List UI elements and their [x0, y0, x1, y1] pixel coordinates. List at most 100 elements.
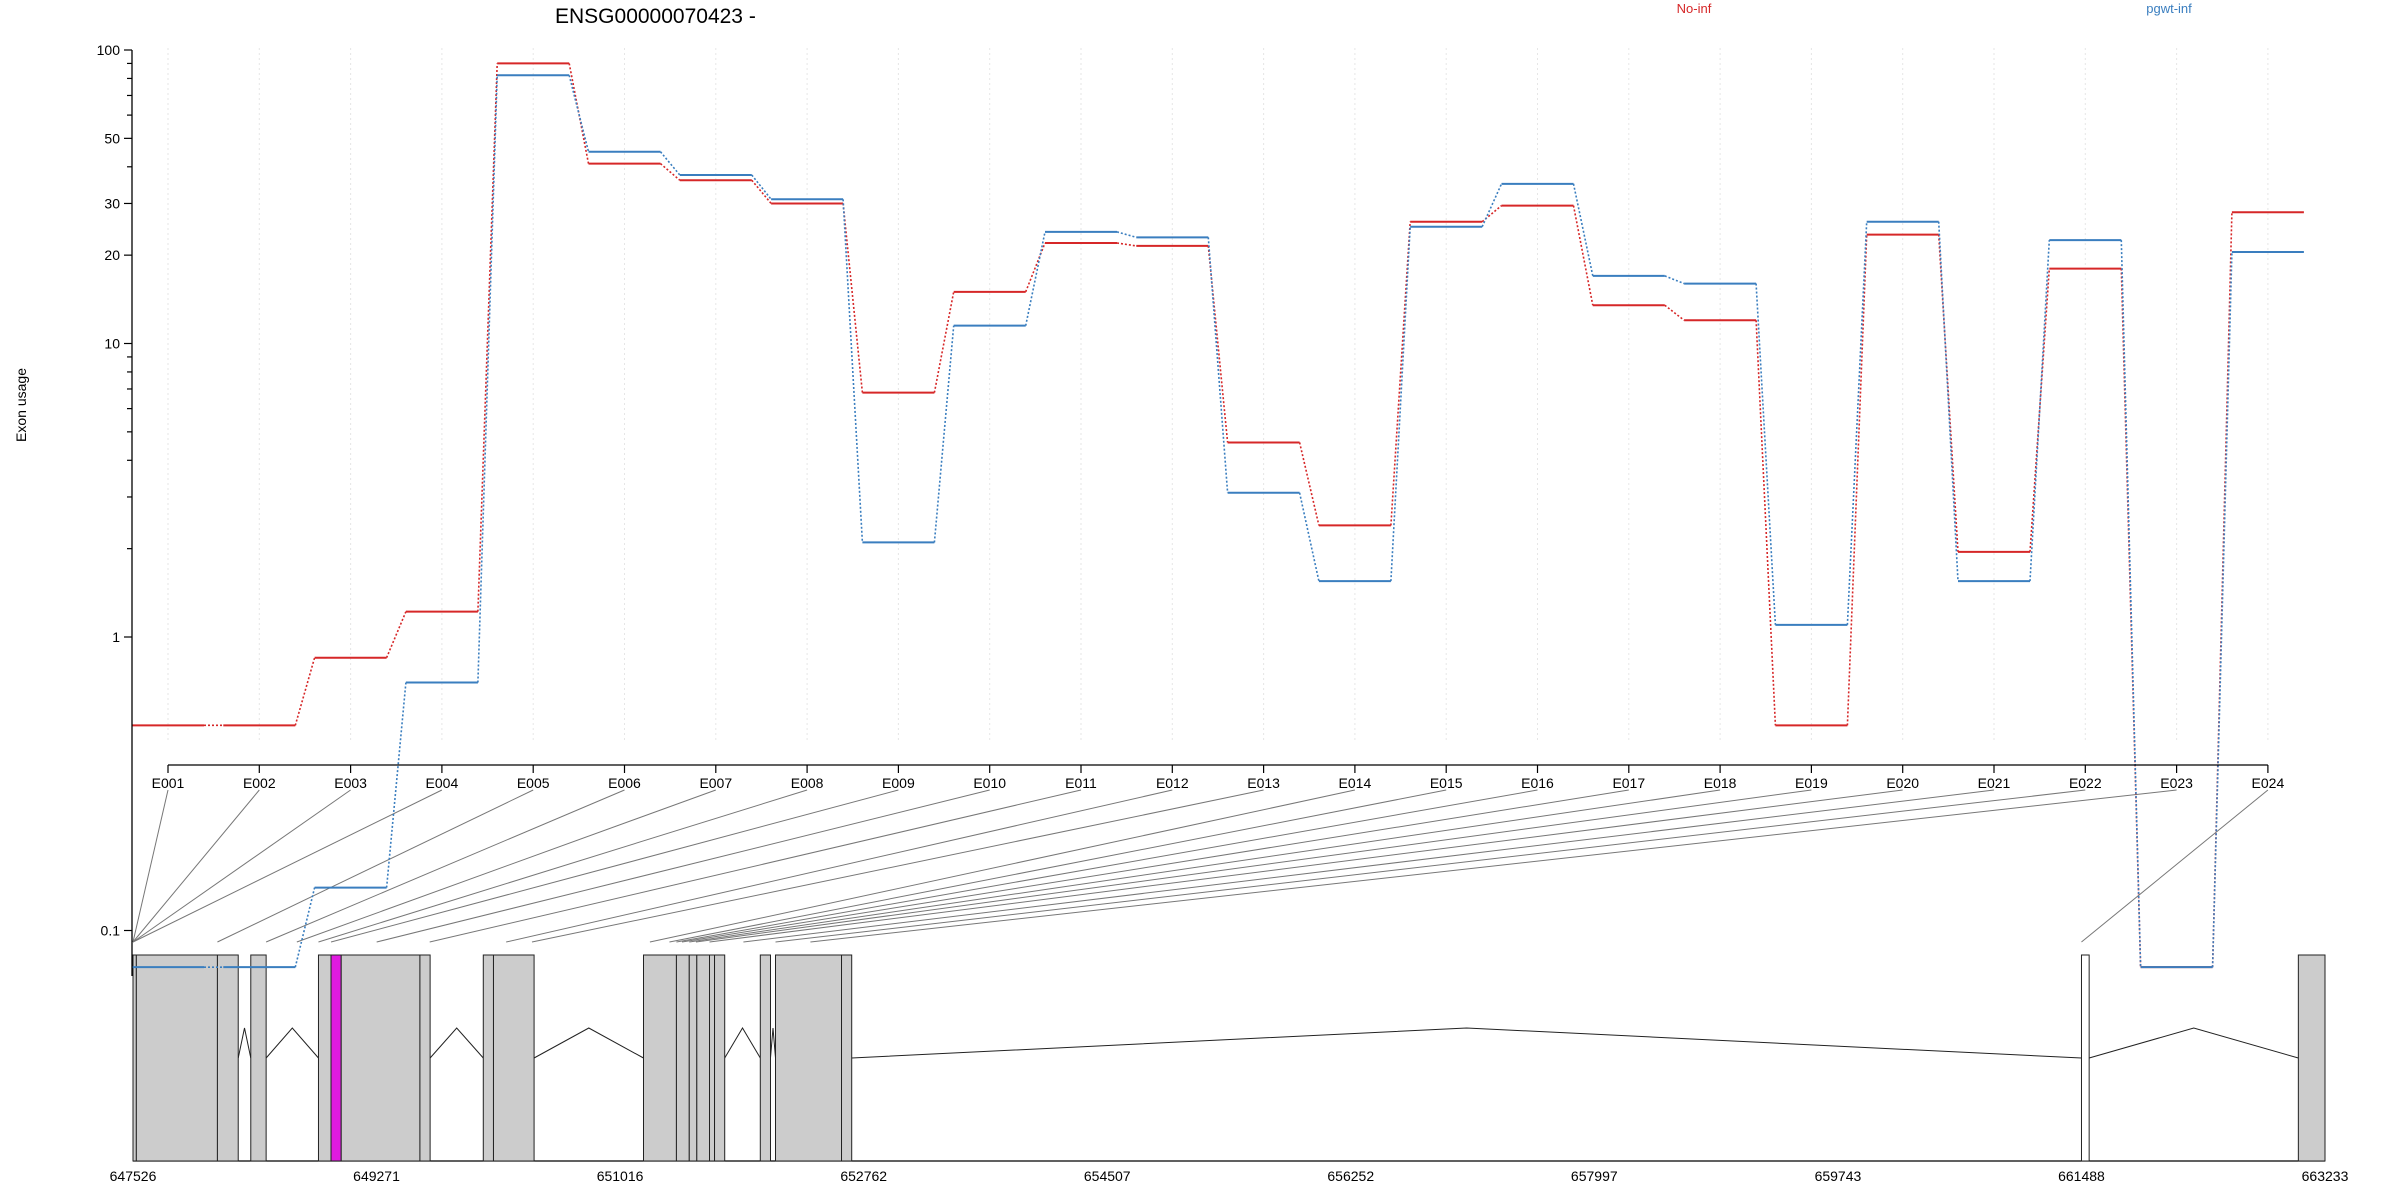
x-tick-label: E012	[1156, 775, 1189, 791]
connector-line	[1116, 231, 1137, 239]
connector-line	[1481, 204, 1503, 223]
exon-block	[492, 954, 535, 1162]
connector-line	[1937, 221, 1959, 582]
exon-block	[2080, 954, 2090, 1162]
exon-link-line	[132, 789, 169, 943]
connector-line	[1298, 442, 1320, 526]
y-tick-label: 1	[112, 629, 120, 645]
genome-tick-label: 649271	[353, 1168, 400, 1184]
exon-link-line	[296, 789, 716, 943]
x-tick-label: E010	[973, 775, 1006, 791]
exon-block	[482, 954, 494, 1162]
exon-block	[330, 954, 342, 1162]
genome-tick-label: 651016	[597, 1168, 644, 1184]
x-tick-label: E014	[1339, 775, 1372, 791]
intron-line	[533, 1027, 644, 1059]
connector-line	[933, 291, 955, 393]
y-tick-label: 0.1	[101, 923, 121, 939]
connector-line	[1298, 492, 1320, 582]
exon-link-line	[810, 789, 2177, 943]
exon-block	[317, 954, 332, 1162]
connector-line	[1024, 242, 1046, 293]
intron-line	[2089, 1027, 2299, 1059]
gene-model: 647526 649271 651016 652762 654507 656252 6579…	[110, 954, 2349, 1184]
x-tick-label: E016	[1521, 775, 1554, 791]
genome-tick-label: 657997	[1571, 1168, 1618, 1184]
connector-line	[1024, 231, 1046, 326]
exon-block	[775, 954, 843, 1162]
x-tick-label: E008	[791, 775, 824, 791]
grid-lines	[167, 48, 2269, 743]
connector-line	[933, 325, 955, 543]
exon-link-line	[649, 789, 1356, 943]
x-tick-label: E002	[243, 775, 276, 791]
exon-block	[2297, 954, 2326, 1162]
connector-line	[294, 887, 316, 968]
exon-link-line	[330, 789, 899, 943]
exon-block	[132, 954, 137, 1162]
legend-label-no-inf: No-inf	[1677, 1, 1712, 16]
intron-line	[237, 1027, 252, 1059]
exon-link-line	[531, 789, 1264, 943]
genome-tick-label: 659743	[1815, 1168, 1862, 1184]
y-tick-label: 30	[104, 195, 120, 211]
x-tick-label: E006	[608, 775, 641, 791]
connector-line	[477, 75, 498, 683]
legend-label-pgwt-inf: pgwt-inf	[2146, 1, 2192, 16]
x-tick-label: E020	[1886, 775, 1919, 791]
x-tick-label: E018	[1704, 775, 1737, 791]
connector-line	[842, 199, 864, 543]
x-tick-label: E015	[1430, 775, 1463, 791]
connector-line	[659, 163, 681, 181]
exon-link-line	[376, 789, 990, 943]
exon-block	[340, 954, 421, 1162]
connector-line	[385, 611, 407, 659]
x-tick-label: E022	[2069, 775, 2102, 791]
exon-link-line	[318, 789, 808, 943]
connector-line	[2029, 268, 2051, 552]
exon-block	[841, 954, 853, 1162]
exon-block	[759, 954, 771, 1162]
connector-line	[1846, 221, 1868, 625]
exon-link-line	[132, 789, 443, 943]
y-axis-label: Exon usage	[13, 368, 29, 442]
exon-link-line	[217, 789, 534, 943]
exon-link-line	[132, 789, 260, 943]
series-pgwt-inf	[132, 74, 2304, 969]
series-no-inf	[132, 62, 2304, 969]
connector-line	[1755, 320, 1777, 726]
exon-block	[709, 954, 716, 1162]
exon-link-line	[676, 789, 1538, 943]
x-tick-label: E011	[1065, 775, 1097, 791]
x-tick-label: E001	[152, 775, 185, 791]
connector-line	[2120, 240, 2142, 968]
x-tick-label: E004	[426, 775, 459, 791]
chart-title: ENSG00000070423 -	[555, 5, 756, 28]
exon-link-line	[2081, 789, 2269, 943]
exon-link-line	[506, 789, 1173, 943]
genome-tick-label: 647526	[110, 1168, 157, 1184]
x-tick-label: E017	[1612, 775, 1645, 791]
x-tick-label: E024	[2252, 775, 2285, 791]
genome-tick-label: 652762	[840, 1168, 887, 1184]
connector-line	[2211, 251, 2233, 968]
intron-line	[851, 1027, 2082, 1059]
exon-block	[250, 954, 267, 1162]
intron-line	[769, 1027, 777, 1059]
exon-block	[675, 954, 690, 1162]
connector-line	[1572, 205, 1594, 306]
genome-tick-label: 656252	[1327, 1168, 1374, 1184]
exon-link-line	[669, 789, 1447, 943]
exon-link-line	[743, 789, 1995, 943]
exon-block	[714, 954, 726, 1162]
exon-block	[696, 954, 711, 1162]
y-tick-label: 20	[104, 247, 120, 263]
y-tick-label: 100	[97, 42, 121, 58]
connector-line	[1207, 237, 1229, 493]
connector-line	[1664, 304, 1685, 321]
connector-line	[1207, 245, 1229, 443]
x-tick-label: E005	[517, 775, 550, 791]
connector-line	[1390, 221, 1411, 526]
y-tick-label: 50	[104, 130, 120, 146]
